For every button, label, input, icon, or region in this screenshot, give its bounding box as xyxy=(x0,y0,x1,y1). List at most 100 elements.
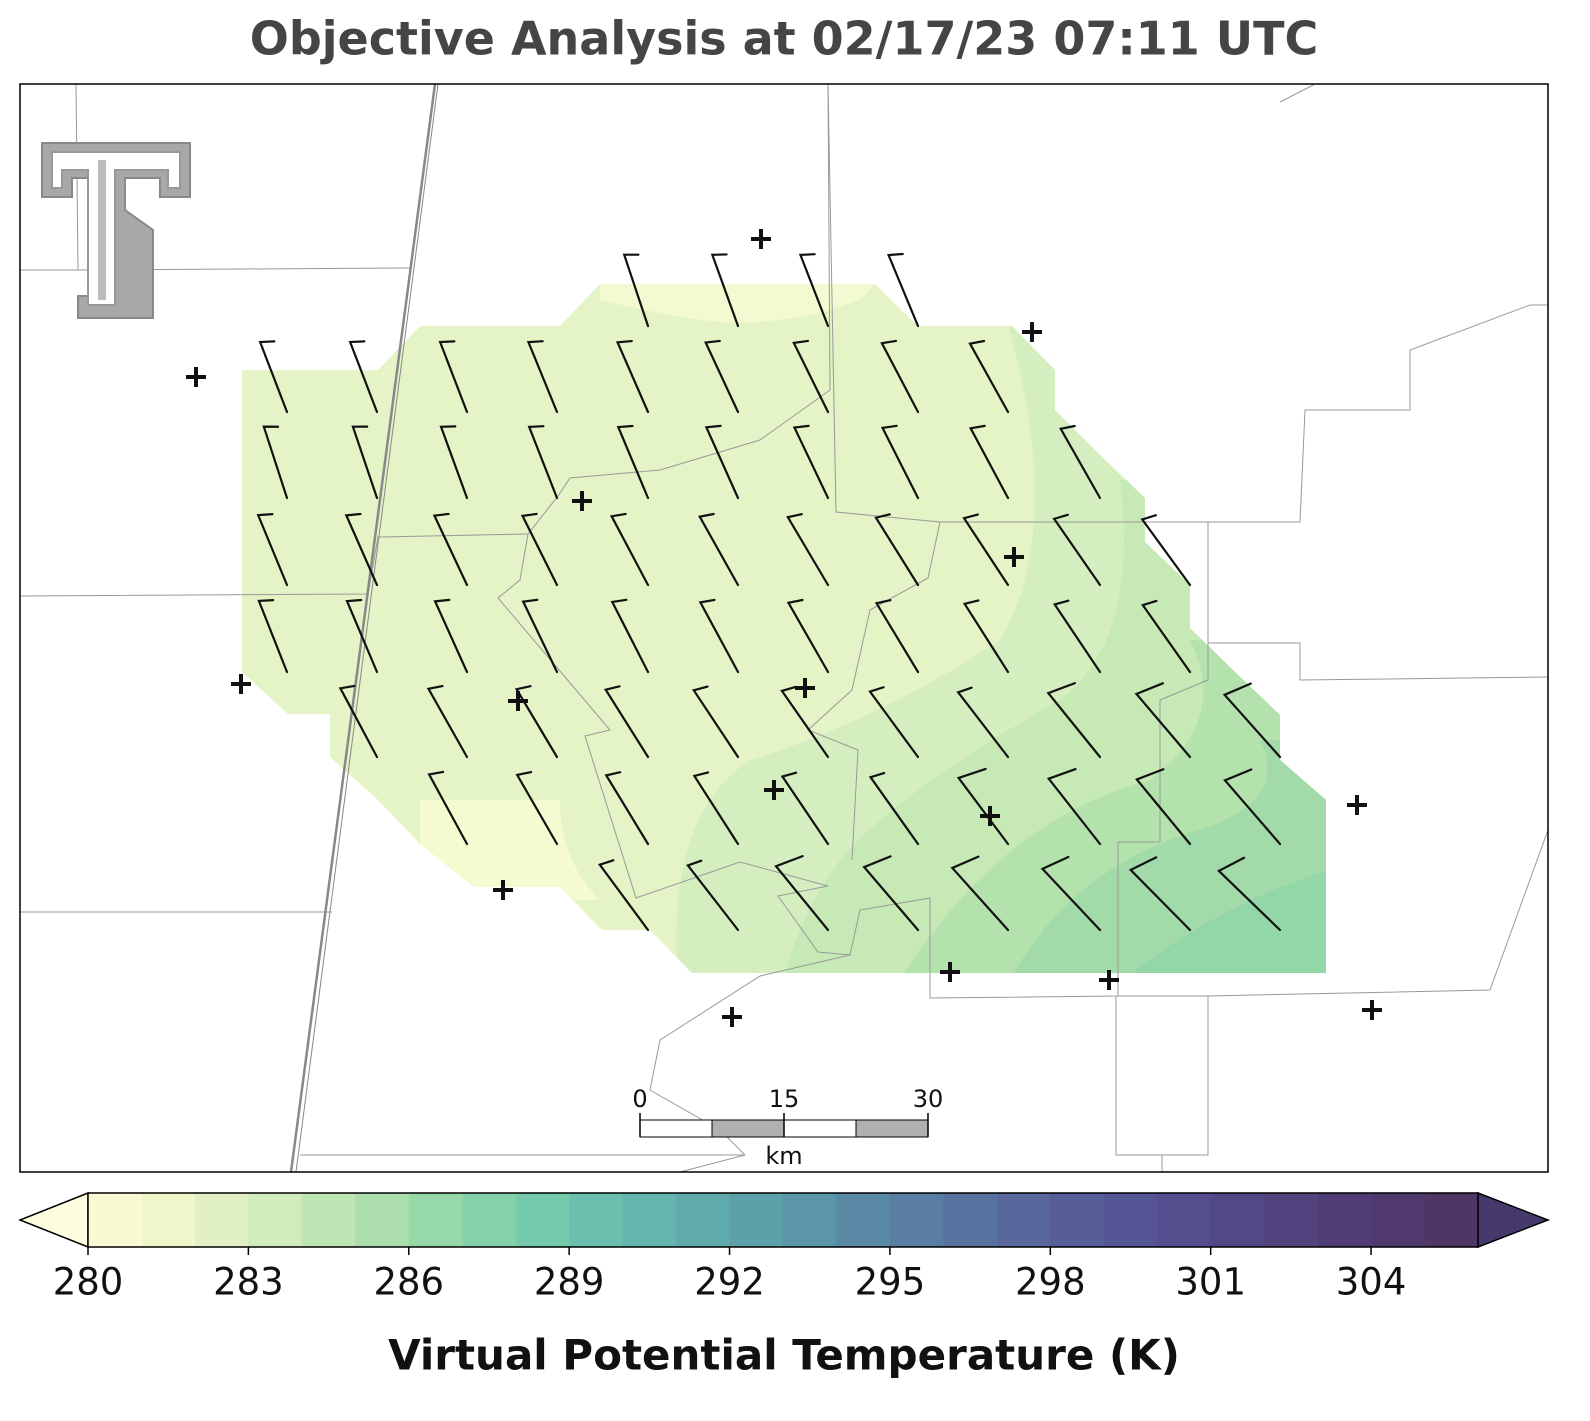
wind-barb xyxy=(786,513,830,587)
wind-barb xyxy=(1059,424,1102,500)
wind-barb xyxy=(868,686,920,759)
wind-barb xyxy=(609,512,650,587)
colorbar-segment xyxy=(141,1193,196,1247)
wind-barb xyxy=(603,685,650,759)
colorbar-segment xyxy=(943,1193,998,1247)
colorbar-segment xyxy=(462,1193,517,1247)
colorbar-tick-label: 280 xyxy=(53,1261,124,1304)
wind-barb xyxy=(880,339,920,414)
colorbar-segment xyxy=(836,1193,891,1247)
colorbar-segment xyxy=(622,1193,677,1247)
scale-segment xyxy=(711,1119,785,1138)
station xyxy=(751,229,771,249)
wind-barb xyxy=(956,686,1010,759)
colorbar-segment xyxy=(1103,1193,1158,1247)
wind-barb xyxy=(433,598,469,674)
scale-label: 0 xyxy=(632,1085,647,1113)
wind-barb xyxy=(1052,599,1102,674)
wind-barb xyxy=(786,598,830,674)
colorbar-segment xyxy=(569,1193,624,1247)
station xyxy=(493,880,513,900)
wind-barb xyxy=(597,859,650,932)
colorbar-segment xyxy=(1371,1193,1426,1247)
station xyxy=(231,674,251,694)
scale-segment xyxy=(855,1119,929,1138)
map-frame xyxy=(19,83,1549,1173)
colorbar-segment xyxy=(1210,1193,1265,1247)
colorbar-tick-label: 298 xyxy=(1015,1261,1086,1304)
state-line xyxy=(289,84,439,1172)
station xyxy=(980,806,1000,826)
wind-barb xyxy=(615,339,650,414)
wind-barb xyxy=(862,855,920,932)
wind-barb xyxy=(1040,855,1102,932)
wind-barb xyxy=(1141,599,1192,674)
wind-barb xyxy=(792,424,830,500)
wind-barb xyxy=(704,339,740,414)
wind-barb xyxy=(780,771,830,846)
wind-barb xyxy=(1223,768,1282,846)
station xyxy=(1347,795,1367,815)
scale-segment xyxy=(639,1119,713,1138)
wind-barb xyxy=(968,424,1010,500)
colorbar-segment xyxy=(1317,1193,1372,1247)
wind-barb xyxy=(351,425,379,500)
scale-segment xyxy=(783,1119,857,1138)
station xyxy=(186,367,206,387)
wind-barb xyxy=(1128,856,1192,932)
colorbar-frame xyxy=(87,1192,1479,1248)
wind-barb xyxy=(515,770,559,846)
wind-barb xyxy=(774,855,830,932)
wind-barb xyxy=(514,685,559,759)
wind-barb xyxy=(686,859,740,932)
wind-barb xyxy=(950,855,1010,932)
wind-barb xyxy=(692,685,740,759)
wind-barb xyxy=(1216,856,1282,932)
wind-barb xyxy=(348,340,379,414)
wind-barb xyxy=(521,598,559,674)
colorbar-extend-low xyxy=(17,1191,89,1249)
wind-barb xyxy=(704,424,740,500)
scale-unit: km xyxy=(765,1142,802,1170)
colorbar-tick-label: 304 xyxy=(1336,1261,1407,1304)
colorbar-segment xyxy=(1264,1193,1319,1247)
wind-barbs xyxy=(256,252,1282,932)
wind-barb xyxy=(710,253,740,328)
colorbar-tick-label: 292 xyxy=(694,1261,765,1304)
scale-label: 30 xyxy=(913,1085,944,1113)
wind-barb xyxy=(886,252,920,328)
logo xyxy=(41,142,191,319)
wind-barb xyxy=(1052,513,1102,587)
colorbar-tick-label: 295 xyxy=(855,1261,926,1304)
colorbar-tick-label: 286 xyxy=(373,1261,444,1304)
colorbar-segment xyxy=(996,1193,1051,1247)
wind-barb xyxy=(880,424,920,500)
station xyxy=(508,691,528,711)
wind-barb xyxy=(520,512,559,587)
wind-barb xyxy=(604,771,650,846)
wind-barb xyxy=(262,425,289,500)
station xyxy=(1004,547,1024,567)
wind-barb xyxy=(1046,682,1102,759)
wind-barb xyxy=(792,339,830,414)
scale-label: 15 xyxy=(769,1085,800,1113)
wind-barb xyxy=(798,253,830,328)
wind-barb xyxy=(698,512,740,587)
wind-barb xyxy=(258,340,289,414)
colorbar-segment xyxy=(355,1193,410,1247)
scale-bar: 0 15 30 km xyxy=(632,1085,943,1170)
colorbar: 280 283 286 289 292 295 298 301 304 xyxy=(17,1191,1551,1304)
colorbar-segment xyxy=(889,1193,944,1247)
wind-barb xyxy=(439,425,469,500)
wind-barb xyxy=(527,425,559,500)
station xyxy=(940,962,960,982)
station xyxy=(722,1007,742,1027)
wind-barb xyxy=(257,599,289,674)
colorbar-tick-label: 289 xyxy=(534,1261,605,1304)
wind-barb xyxy=(780,685,830,759)
wind-barb xyxy=(610,598,650,674)
colorbar-segment xyxy=(248,1193,303,1247)
colorbar-segment xyxy=(1050,1193,1105,1247)
wind-barb xyxy=(432,512,469,587)
